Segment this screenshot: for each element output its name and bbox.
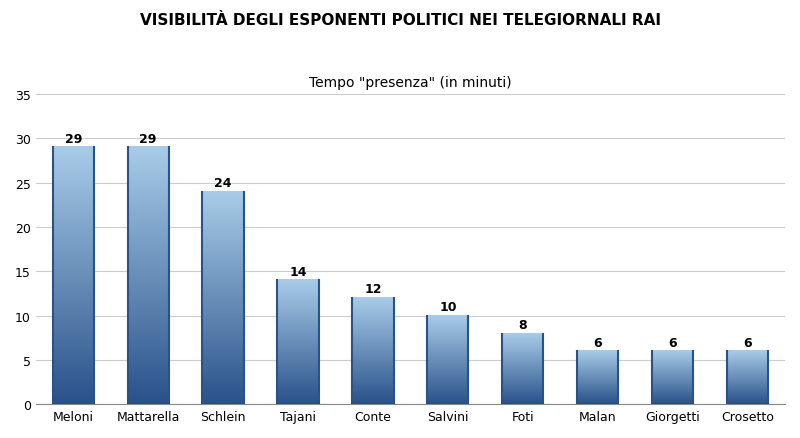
Text: 10: 10 [439,300,457,313]
Text: 29: 29 [139,132,157,145]
Text: 29: 29 [65,132,82,145]
Text: VISIBILITÀ DEGLI ESPONENTI POLITICI NEI TELEGIORNALI RAI: VISIBILITÀ DEGLI ESPONENTI POLITICI NEI … [139,13,661,28]
Text: 14: 14 [290,265,306,278]
Text: 6: 6 [743,336,752,349]
Title: Tempo "presenza" (in minuti): Tempo "presenza" (in minuti) [309,76,512,89]
Text: 6: 6 [594,336,602,349]
Text: 8: 8 [518,318,527,331]
Text: 12: 12 [364,283,382,296]
Text: 24: 24 [214,177,232,190]
Text: 6: 6 [668,336,677,349]
